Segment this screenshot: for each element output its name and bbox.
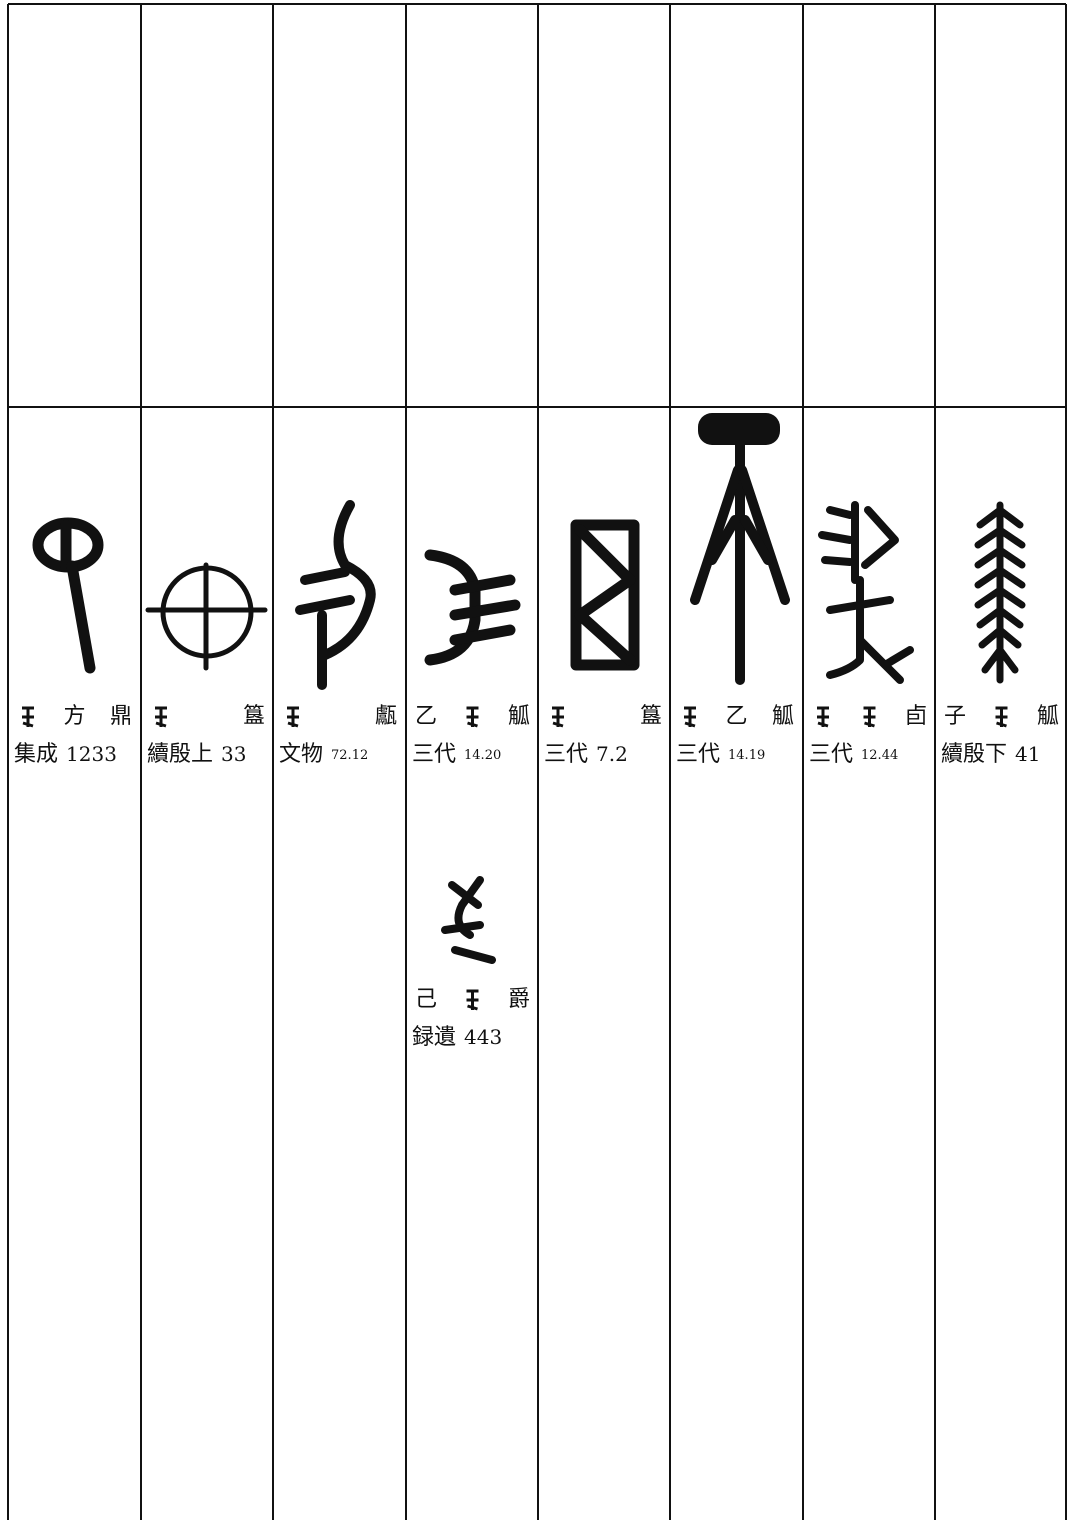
captions: 方鼎集成 1233簋續殷上 33甗文物 72.12乙 觚三代 14.20簋三代 7.2乙 觚三… bbox=[14, 704, 1059, 1050]
caption: 方鼎集成 1233 bbox=[14, 704, 132, 767]
glyph bbox=[818, 501, 914, 684]
caption-word: 觚 bbox=[508, 704, 530, 729]
source-number: 12.44 bbox=[861, 748, 898, 763]
caption: 簋三代 7.2 bbox=[544, 704, 662, 767]
caption: 乙觚三代 14.19 bbox=[676, 704, 794, 767]
source-line: 録遺 443 bbox=[412, 1025, 502, 1051]
caption-word: 鼎 bbox=[110, 704, 132, 729]
source-number: 14.20 bbox=[464, 748, 501, 763]
mini-glyph bbox=[684, 706, 696, 728]
source-number: 33 bbox=[221, 742, 246, 766]
source-line: 續殷下 41 bbox=[941, 742, 1040, 768]
caption-word: 簋 bbox=[243, 704, 265, 729]
source: 三代 bbox=[809, 742, 853, 767]
glyph bbox=[690, 413, 790, 685]
caption-word: 乙 bbox=[415, 704, 437, 729]
glyphs bbox=[32, 413, 1026, 964]
caption-word: 甗 bbox=[375, 704, 397, 729]
source-line: 三代 14.20 bbox=[412, 742, 501, 767]
source-number: 41 bbox=[1015, 742, 1040, 766]
source-line: 集成 1233 bbox=[14, 742, 117, 768]
source: 三代 bbox=[412, 742, 456, 767]
glyph bbox=[32, 517, 104, 674]
glyph bbox=[570, 519, 640, 671]
glyph bbox=[424, 549, 521, 666]
source: 三代 bbox=[676, 742, 720, 767]
source-line: 三代 7.2 bbox=[544, 742, 628, 768]
mini-glyph bbox=[22, 706, 34, 728]
source: 續殷上 bbox=[147, 742, 213, 767]
source-number: 14.19 bbox=[728, 748, 765, 763]
source-line: 續殷上 33 bbox=[147, 742, 246, 768]
mini-glyph bbox=[466, 989, 479, 1011]
caption: 己 爵録遺 443 bbox=[412, 987, 530, 1050]
caption-word: 乙 bbox=[725, 704, 747, 729]
source: 續殷下 bbox=[941, 742, 1007, 767]
source-number: 72.12 bbox=[331, 748, 368, 763]
source-line: 三代 14.19 bbox=[676, 742, 765, 767]
source: 文物 bbox=[279, 742, 323, 767]
caption-word: 卣 bbox=[905, 704, 927, 729]
source-number: 7.2 bbox=[596, 742, 628, 766]
source-line: 三代 12.44 bbox=[809, 742, 898, 767]
mini-glyph bbox=[995, 706, 1008, 728]
caption-word: 方 bbox=[63, 704, 85, 729]
caption-word: 簋 bbox=[640, 704, 662, 729]
mini-glyph bbox=[817, 706, 829, 728]
source-line: 文物 72.12 bbox=[279, 742, 368, 767]
mini-glyph bbox=[552, 706, 564, 728]
source: 録遺 bbox=[412, 1025, 456, 1050]
source: 三代 bbox=[544, 742, 588, 767]
mini-glyph bbox=[287, 706, 299, 728]
source-number: 1233 bbox=[66, 742, 117, 766]
mini-glyph bbox=[155, 706, 167, 728]
caption-word: 子 bbox=[944, 704, 966, 729]
caption: 乙 觚三代 14.20 bbox=[412, 704, 530, 767]
glyph bbox=[974, 501, 1026, 684]
caption-word: 觚 bbox=[1037, 704, 1059, 729]
caption: 卣三代 12.44 bbox=[809, 704, 927, 767]
caption-word: 觚 bbox=[772, 704, 794, 729]
glyph bbox=[145, 562, 268, 671]
source: 集成 bbox=[14, 742, 58, 767]
source-number: 443 bbox=[464, 1025, 502, 1049]
mini-glyph bbox=[863, 706, 876, 728]
caption: 甗文物 72.12 bbox=[279, 704, 397, 767]
mini-glyph bbox=[466, 706, 479, 728]
caption-word: 爵 bbox=[508, 987, 530, 1012]
glyph bbox=[441, 876, 496, 964]
caption-word: 己 bbox=[415, 987, 437, 1012]
glyph bbox=[295, 500, 376, 690]
grid bbox=[7, 3, 1067, 1520]
